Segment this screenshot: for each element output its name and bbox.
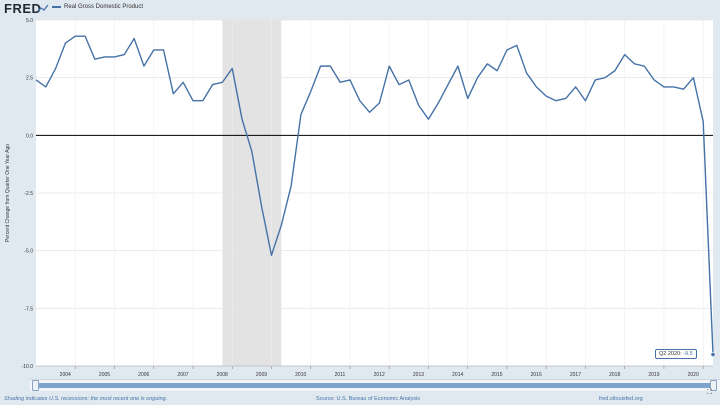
data-tooltip: Q2 2020: -9.5 (655, 349, 697, 359)
y-tick-label: 0.0 (26, 133, 33, 139)
chart-footer: Shading indicates U.S. recessions; the m… (0, 393, 720, 405)
x-tick-label: 2016 (531, 372, 542, 378)
x-tick-label: 2014 (452, 372, 463, 378)
logo-sparkline-icon (37, 4, 49, 12)
tooltip-value: -9.5 (683, 351, 693, 357)
x-tick-label: 2011 (335, 372, 346, 378)
x-tick-label: 2018 (609, 372, 620, 378)
line-chart[interactable]: 5.0 2.5 0.0 -2.5 -5.0 -7.5 -10.0 2004 2005 2006 20… (0, 18, 720, 378)
tooltip-label: Q2 2020: (659, 351, 682, 357)
source-note: Source: U.S. Bureau of Economic Analysis (316, 396, 420, 402)
y-tick-label: -10.0 (22, 364, 34, 370)
x-tick-label: 2004 (60, 372, 71, 378)
x-tick-label: 2005 (99, 372, 110, 378)
legend-label: Real Gross Domestic Product (64, 4, 144, 10)
y-tick-label: 5.0 (26, 18, 33, 24)
fred-link[interactable]: fred.stlouisfed.org (599, 396, 643, 402)
fred-logo[interactable]: FRED (4, 1, 42, 16)
recession-note: Shading indicates U.S. recessions; the m… (4, 396, 168, 402)
chart-area[interactable]: 5.0 2.5 0.0 -2.5 -5.0 -7.5 -10.0 2004 2005 2006 20… (0, 18, 720, 378)
x-tick-label: 2020 (688, 372, 699, 378)
y-tick-label: -5.0 (24, 249, 33, 255)
gdp-series-line (35, 35, 714, 355)
y-axis-label: Percent Change from Quarter One Year Ago (5, 144, 11, 242)
x-tick-label: 2019 (648, 372, 659, 378)
x-tick-label: 2010 (295, 372, 306, 378)
x-tick-label: 2008 (217, 372, 228, 378)
last-data-point (710, 351, 716, 358)
x-tick-label: 2006 (138, 372, 149, 378)
chart-header: FRED Real Gross Domestic Product (0, 0, 720, 18)
navigator-range-bar[interactable] (38, 383, 712, 388)
range-navigator[interactable] (30, 379, 720, 391)
x-tick-label: 2007 (177, 372, 188, 378)
navigator-right-handle[interactable] (710, 380, 717, 391)
legend-line-icon (52, 6, 61, 8)
x-tick-label: 2017 (570, 372, 581, 378)
x-tick-label: 2009 (256, 372, 267, 378)
navigator-left-handle[interactable] (32, 380, 39, 391)
y-tick-label: -2.5 (24, 191, 33, 197)
chart-legend[interactable]: Real Gross Domestic Product (52, 4, 143, 10)
y-tick-label: 2.5 (26, 76, 33, 82)
x-tick-label: 2015 (491, 372, 502, 378)
x-tick-label: 2012 (374, 372, 385, 378)
y-tick-label: -7.5 (24, 306, 33, 312)
fullscreen-icon[interactable]: ⛶ (707, 389, 712, 396)
x-tick-label: 2013 (413, 372, 424, 378)
